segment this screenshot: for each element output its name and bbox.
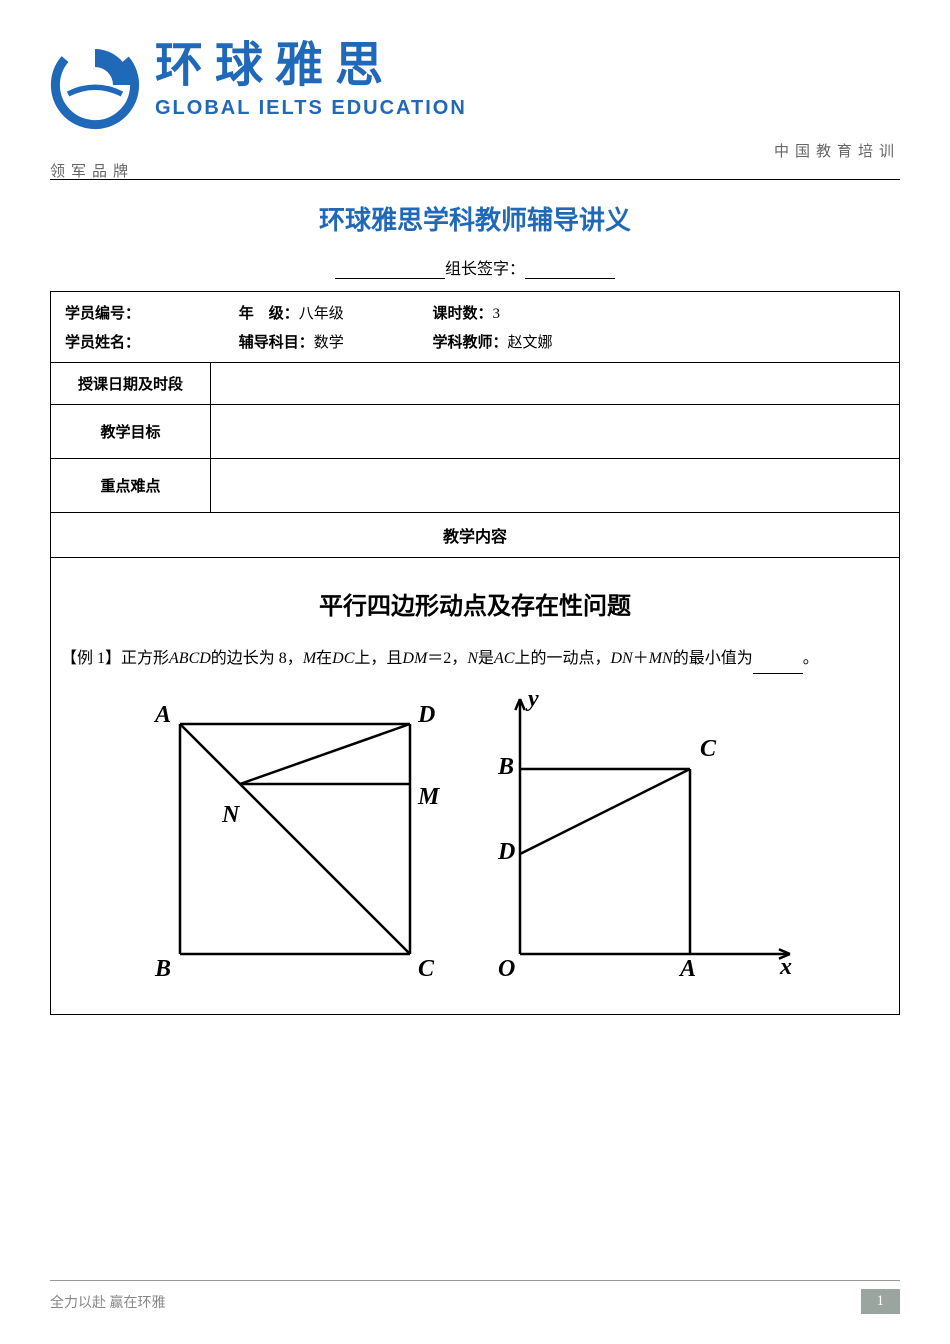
document-title: 环球雅思学科教师辅导讲义 [50,200,900,237]
grade-value: 八年级 [299,306,344,322]
logo-en: GLOBAL IELTS EDUCATION [155,97,467,120]
svg-text:y: y [525,694,539,712]
teacher-label: 学科教师： [433,335,508,351]
page-header: 环球雅思 GLOBAL IELTS EDUCATION 领军品牌 中国教育培训 [50,40,900,180]
example-1-text: 【例 1】正方形ABCD的边长为 8，M在DC上，且DM＝2，N是AC上的一动点… [61,645,889,674]
svg-text:N: N [221,802,241,828]
page-footer: 全力以赴 赢在环雅 1 [50,1280,900,1314]
signature-line: 组长签字： [50,255,900,279]
teacher-value: 赵文娜 [508,335,553,351]
footer-slogan: 全力以赴 赢在环雅 [50,1292,166,1312]
date-value [211,363,900,405]
svg-text:C: C [700,736,717,762]
content-title: 平行四边形动点及存在性问题 [61,586,889,621]
difficulty-label: 重点难点 [51,459,211,513]
hours-value: 3 [493,306,501,322]
logo-icon [50,40,140,130]
header-tagline-right: 中国教育培训 [774,140,900,161]
hours-label: 课时数： [433,306,493,322]
svg-text:M: M [417,784,441,810]
student-id-label: 学员编号： [65,306,140,322]
logo-cn: 环球雅思 [155,40,467,93]
svg-text:D: D [497,839,515,865]
logo-text: 环球雅思 GLOBAL IELTS EDUCATION [155,40,467,120]
svg-text:B: B [497,754,514,780]
svg-text:D: D [417,702,435,728]
header-tagline-left: 领军品牌 [50,160,134,181]
subject-label: 辅导科目： [239,335,314,351]
page-number: 1 [861,1289,901,1314]
content-cell: 平行四边形动点及存在性问题 【例 1】正方形ABCD的边长为 8，M在DC上，且… [51,558,900,1015]
info-table: 学员编号： 年 级：八年级 课时数：3 学员姓名： 辅导科目：数学 学科教师：赵… [50,291,900,1015]
answer-blank [753,673,803,674]
goal-label: 教学目标 [51,405,211,459]
svg-text:C: C [418,956,435,982]
svg-text:A: A [153,702,171,728]
diagram-square: A D B C N M [140,694,450,994]
svg-text:x: x [779,954,792,980]
diagram-coordinate: y x O A B C D [480,694,810,994]
signature-label: 组长签字： [445,261,525,278]
diagrams-row: A D B C N M y x O A B C D [61,694,889,994]
grade-label: 年 级： [239,306,299,322]
student-name-label: 学员姓名： [65,335,140,351]
svg-text:B: B [154,956,171,982]
content-header: 教学内容 [51,513,900,558]
svg-text:A: A [678,956,696,982]
date-label: 授课日期及时段 [51,363,211,405]
subject-value: 数学 [314,335,344,351]
logo-block: 环球雅思 GLOBAL IELTS EDUCATION [50,40,467,130]
goal-value [211,405,900,459]
difficulty-value [211,459,900,513]
svg-text:O: O [498,956,515,982]
